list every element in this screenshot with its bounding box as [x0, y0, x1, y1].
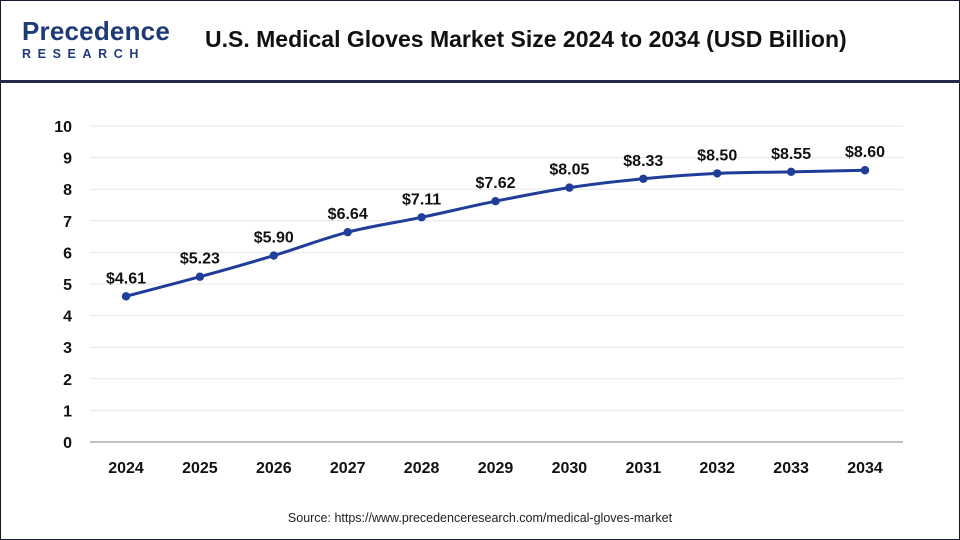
x-tick-label: 2024	[108, 460, 144, 477]
logo-subtitle: RESEARCH	[22, 47, 145, 61]
data-label: $5.23	[180, 251, 220, 268]
x-tick-label: 2029	[478, 460, 514, 477]
data-point	[491, 197, 500, 206]
data-point	[417, 213, 426, 222]
y-tick-label: 2	[63, 372, 72, 389]
data-point	[860, 166, 870, 175]
data-label: $8.55	[771, 146, 811, 163]
x-tick-label: 2026	[256, 460, 292, 477]
data-point	[786, 167, 796, 177]
chart-title: U.S. Medical Gloves Market Size 2024 to …	[205, 26, 847, 52]
data-label: $7.62	[475, 175, 515, 192]
data-label: $8.33	[623, 153, 663, 170]
line-chart: 0 1 2 3 4 5 6 7 8 9 10 2024 2025 2026 2027 2028 2029 2030…	[54, 119, 903, 477]
data-label: $8.60	[845, 144, 885, 161]
x-tick-label: 2025	[182, 460, 218, 477]
data-point	[195, 272, 205, 281]
data-point	[639, 174, 648, 183]
logo: Precedence RESEARCH	[14, 14, 170, 64]
data-label: $8.50	[697, 147, 737, 164]
x-tick-label: 2030	[552, 460, 588, 477]
source-note: Source: https://www.precedenceresearch.c…	[287, 511, 673, 525]
x-tick-label: 2033	[773, 460, 809, 477]
x-tick-label: 2032	[699, 460, 735, 477]
logo-wordmark: Precedence	[22, 16, 170, 46]
data-point	[565, 183, 574, 192]
data-point	[121, 292, 131, 301]
y-tick-label: 9	[63, 151, 72, 168]
data-label: $5.90	[254, 230, 294, 247]
data-label: $4.61	[106, 270, 146, 287]
data-point	[713, 169, 722, 178]
x-tick-label: 2028	[404, 460, 440, 477]
header-divider	[0, 80, 960, 83]
y-tick-label: 1	[63, 403, 72, 420]
y-tick-label: 7	[63, 214, 72, 231]
x-tick-label: 2034	[847, 460, 883, 477]
data-label: $8.05	[549, 162, 589, 179]
y-tick-label: 10	[54, 119, 72, 136]
y-tick-label: 3	[63, 340, 72, 357]
x-tick-label: 2031	[626, 460, 662, 477]
y-tick-label: 4	[63, 309, 72, 326]
data-point	[343, 227, 352, 237]
header: Precedence RESEARCH U.S. Medical Gloves …	[0, 0, 960, 80]
data-label: $6.64	[328, 206, 368, 223]
y-tick-label: 5	[63, 277, 72, 294]
data-label: $7.11	[402, 191, 441, 208]
y-tick-label: 0	[63, 435, 72, 452]
data-point	[269, 251, 278, 260]
x-tick-label: 2027	[330, 460, 366, 477]
y-tick-label: 8	[63, 182, 72, 199]
y-tick-label: 6	[63, 245, 72, 262]
